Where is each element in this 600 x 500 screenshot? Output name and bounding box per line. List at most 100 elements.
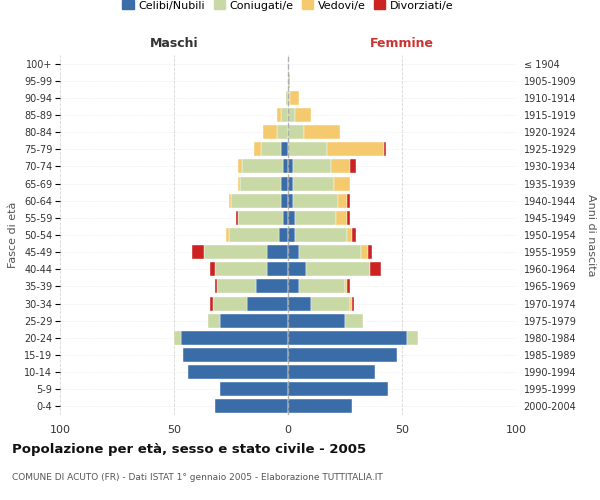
Bar [288, 108, 295, 122]
Bar [226, 228, 229, 242]
Bar [213, 296, 247, 310]
Bar [238, 211, 283, 225]
Bar [334, 176, 350, 190]
Bar [352, 228, 356, 242]
Bar [281, 194, 288, 207]
Bar [288, 296, 311, 310]
Bar [299, 280, 345, 293]
Bar [277, 125, 288, 139]
Bar [192, 245, 203, 259]
Bar [299, 245, 361, 259]
Bar [181, 331, 288, 345]
Bar [215, 400, 288, 413]
Bar [188, 365, 288, 379]
Text: Popolazione per età, sesso e stato civile - 2005: Popolazione per età, sesso e stato civil… [12, 442, 366, 456]
Bar [281, 176, 288, 190]
Bar [370, 262, 382, 276]
Bar [288, 400, 352, 413]
Bar [279, 228, 288, 242]
Bar [254, 142, 260, 156]
Bar [288, 331, 407, 345]
Bar [350, 296, 352, 310]
Bar [293, 194, 338, 207]
Bar [286, 91, 288, 105]
Bar [281, 142, 288, 156]
Bar [407, 331, 418, 345]
Bar [288, 314, 345, 328]
Bar [268, 262, 288, 276]
Bar [347, 194, 350, 207]
Legend: Celibi/Nubili, Coniugati/e, Vedovi/e, Divorziati/e: Celibi/Nubili, Coniugati/e, Vedovi/e, Di… [118, 0, 458, 15]
Bar [260, 142, 281, 156]
Bar [281, 108, 288, 122]
Bar [331, 160, 350, 173]
Bar [347, 280, 350, 293]
Bar [277, 108, 281, 122]
Bar [203, 245, 268, 259]
Bar [361, 245, 368, 259]
Bar [311, 296, 350, 310]
Bar [211, 296, 213, 310]
Bar [288, 262, 306, 276]
Bar [288, 142, 327, 156]
Bar [240, 176, 281, 190]
Bar [288, 176, 293, 190]
Bar [231, 194, 281, 207]
Bar [268, 245, 288, 259]
Bar [215, 280, 217, 293]
Bar [384, 142, 386, 156]
Bar [288, 245, 299, 259]
Bar [293, 176, 334, 190]
Bar [288, 228, 295, 242]
Bar [352, 296, 354, 310]
Bar [293, 160, 331, 173]
Bar [211, 262, 215, 276]
Bar [295, 108, 311, 122]
Bar [242, 160, 283, 173]
Bar [347, 211, 350, 225]
Bar [350, 160, 356, 173]
Bar [229, 228, 279, 242]
Bar [288, 74, 290, 88]
Bar [256, 280, 288, 293]
Bar [288, 91, 290, 105]
Bar [295, 228, 347, 242]
Bar [283, 160, 288, 173]
Bar [183, 348, 288, 362]
Y-axis label: Fasce di età: Fasce di età [8, 202, 19, 268]
Bar [220, 314, 288, 328]
Bar [338, 194, 347, 207]
Bar [238, 160, 242, 173]
Bar [174, 331, 181, 345]
Bar [220, 382, 288, 396]
Bar [345, 280, 347, 293]
Bar [327, 142, 384, 156]
Bar [247, 296, 288, 310]
Bar [295, 211, 336, 225]
Bar [288, 125, 304, 139]
Bar [345, 314, 363, 328]
Bar [288, 348, 397, 362]
Bar [288, 365, 374, 379]
Bar [306, 262, 370, 276]
Bar [288, 382, 388, 396]
Bar [229, 194, 231, 207]
Bar [304, 125, 340, 139]
Bar [288, 194, 293, 207]
Bar [347, 228, 352, 242]
Bar [215, 262, 268, 276]
Text: COMUNE DI ACUTO (FR) - Dati ISTAT 1° gennaio 2005 - Elaborazione TUTTITALIA.IT: COMUNE DI ACUTO (FR) - Dati ISTAT 1° gen… [12, 472, 383, 482]
Bar [288, 280, 299, 293]
Text: Femmine: Femmine [370, 37, 434, 50]
Bar [336, 211, 347, 225]
Bar [283, 211, 288, 225]
Y-axis label: Anni di nascita: Anni di nascita [586, 194, 596, 276]
Bar [208, 314, 220, 328]
Bar [288, 211, 295, 225]
Bar [263, 125, 277, 139]
Text: Maschi: Maschi [149, 37, 199, 50]
Bar [236, 211, 238, 225]
Bar [368, 245, 373, 259]
Bar [217, 280, 256, 293]
Bar [290, 91, 299, 105]
